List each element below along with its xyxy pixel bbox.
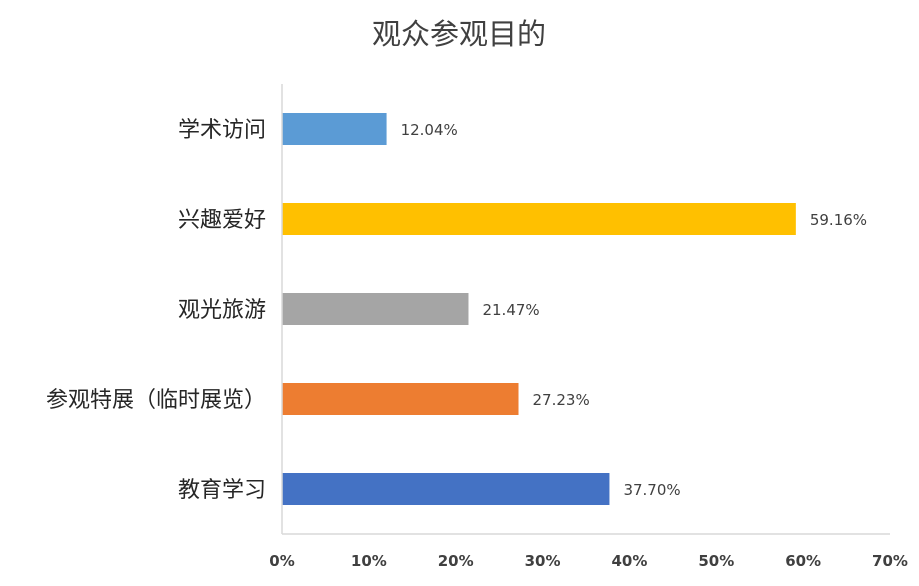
x-tick-label: 30% bbox=[525, 552, 561, 570]
x-tick-label: 60% bbox=[785, 552, 821, 570]
category-label: 教育学习 bbox=[178, 478, 266, 503]
category-label: 学术访问 bbox=[178, 118, 266, 143]
bar-5 bbox=[282, 473, 610, 505]
category-label: 观光旅游 bbox=[178, 298, 266, 323]
bar-1 bbox=[282, 113, 387, 145]
x-tick-label: 70% bbox=[872, 552, 908, 570]
bars-layer: 学术访问 12.04% 兴趣爱好 59.16% 观光旅游 21.47% 参观特展（临时展览）… bbox=[46, 113, 867, 505]
bar-2 bbox=[282, 203, 796, 235]
x-axis-ticks: 0% 10% 20% 30% 40% 50% 60% 70% bbox=[269, 552, 908, 570]
x-tick-label: 50% bbox=[698, 552, 734, 570]
data-label: 21.47% bbox=[482, 301, 539, 319]
data-label: 37.70% bbox=[623, 481, 680, 499]
chart-title: 观众参观目的 bbox=[372, 17, 546, 51]
category-label: 参观特展（临时展览） bbox=[46, 388, 266, 413]
x-tick-label: 0% bbox=[269, 552, 294, 570]
data-label: 12.04% bbox=[401, 121, 458, 139]
data-label: 27.23% bbox=[533, 391, 590, 409]
x-tick-label: 40% bbox=[611, 552, 647, 570]
data-label: 59.16% bbox=[810, 211, 867, 229]
bar-3 bbox=[282, 293, 469, 325]
x-tick-label: 10% bbox=[351, 552, 387, 570]
x-tick-label: 20% bbox=[438, 552, 474, 570]
category-label: 兴趣爱好 bbox=[178, 208, 266, 233]
bar-4 bbox=[282, 383, 519, 415]
